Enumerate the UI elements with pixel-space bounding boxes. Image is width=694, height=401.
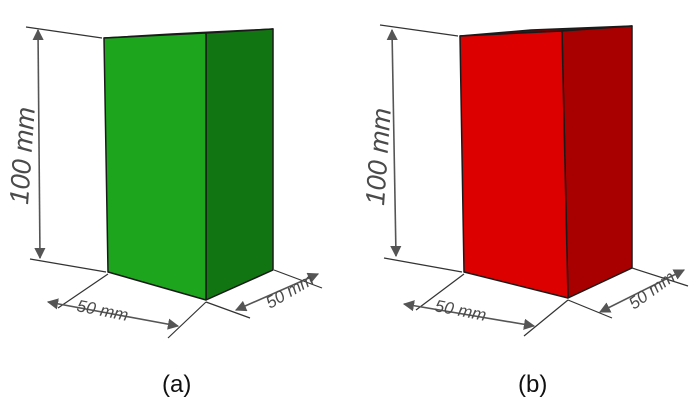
- width-arrow-a: [46, 298, 180, 330]
- width-label-b: 50 mm: [433, 296, 488, 325]
- box-a-front-face: [103, 32, 207, 301]
- height-label-a: 100 mm: [4, 106, 41, 205]
- depth-arrow-a: [234, 272, 320, 312]
- panel-b: 100 mm 50 mm 50 mm (b): [360, 24, 689, 398]
- box-a-side-face: [205, 28, 274, 301]
- height-label-b: 100 mm: [360, 107, 397, 206]
- box-a: [103, 28, 274, 301]
- extension-line-top-a: [25, 26, 103, 39]
- height-arrow-a: [32, 28, 46, 260]
- extension-line-depth-inner-b: [567, 299, 613, 319]
- box-b: [459, 25, 633, 299]
- depth-arrow-b: [598, 269, 686, 313]
- extension-line-top-b: [379, 24, 459, 37]
- caption-a: (a): [162, 371, 191, 398]
- box-b-side-face: [561, 25, 633, 299]
- width-label-a: 50 mm: [75, 296, 130, 325]
- extension-line-bottom-a: [29, 258, 107, 273]
- extension-line-right-b: [523, 299, 569, 337]
- box-b-front-face: [459, 30, 569, 299]
- width-arrow-b: [402, 300, 536, 330]
- extension-line-depth-inner-a: [205, 301, 251, 319]
- height-dimension-b: 100 mm: [360, 24, 463, 273]
- height-dimension-a: 100 mm: [4, 26, 107, 273]
- extension-line-bottom-b: [383, 257, 463, 273]
- caption-b: (b): [518, 371, 547, 398]
- height-arrow-b: [386, 28, 402, 258]
- panel-a: 100 mm 50 mm 50 mm (a): [4, 26, 323, 398]
- extension-line-right-a: [167, 301, 207, 339]
